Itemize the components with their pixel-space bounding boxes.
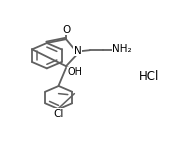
Text: OH: OH — [67, 67, 83, 77]
Text: NH₂: NH₂ — [112, 44, 132, 54]
Text: HCl: HCl — [139, 70, 159, 83]
Text: N: N — [74, 46, 82, 56]
Text: O: O — [62, 25, 70, 35]
Text: Cl: Cl — [53, 109, 64, 119]
